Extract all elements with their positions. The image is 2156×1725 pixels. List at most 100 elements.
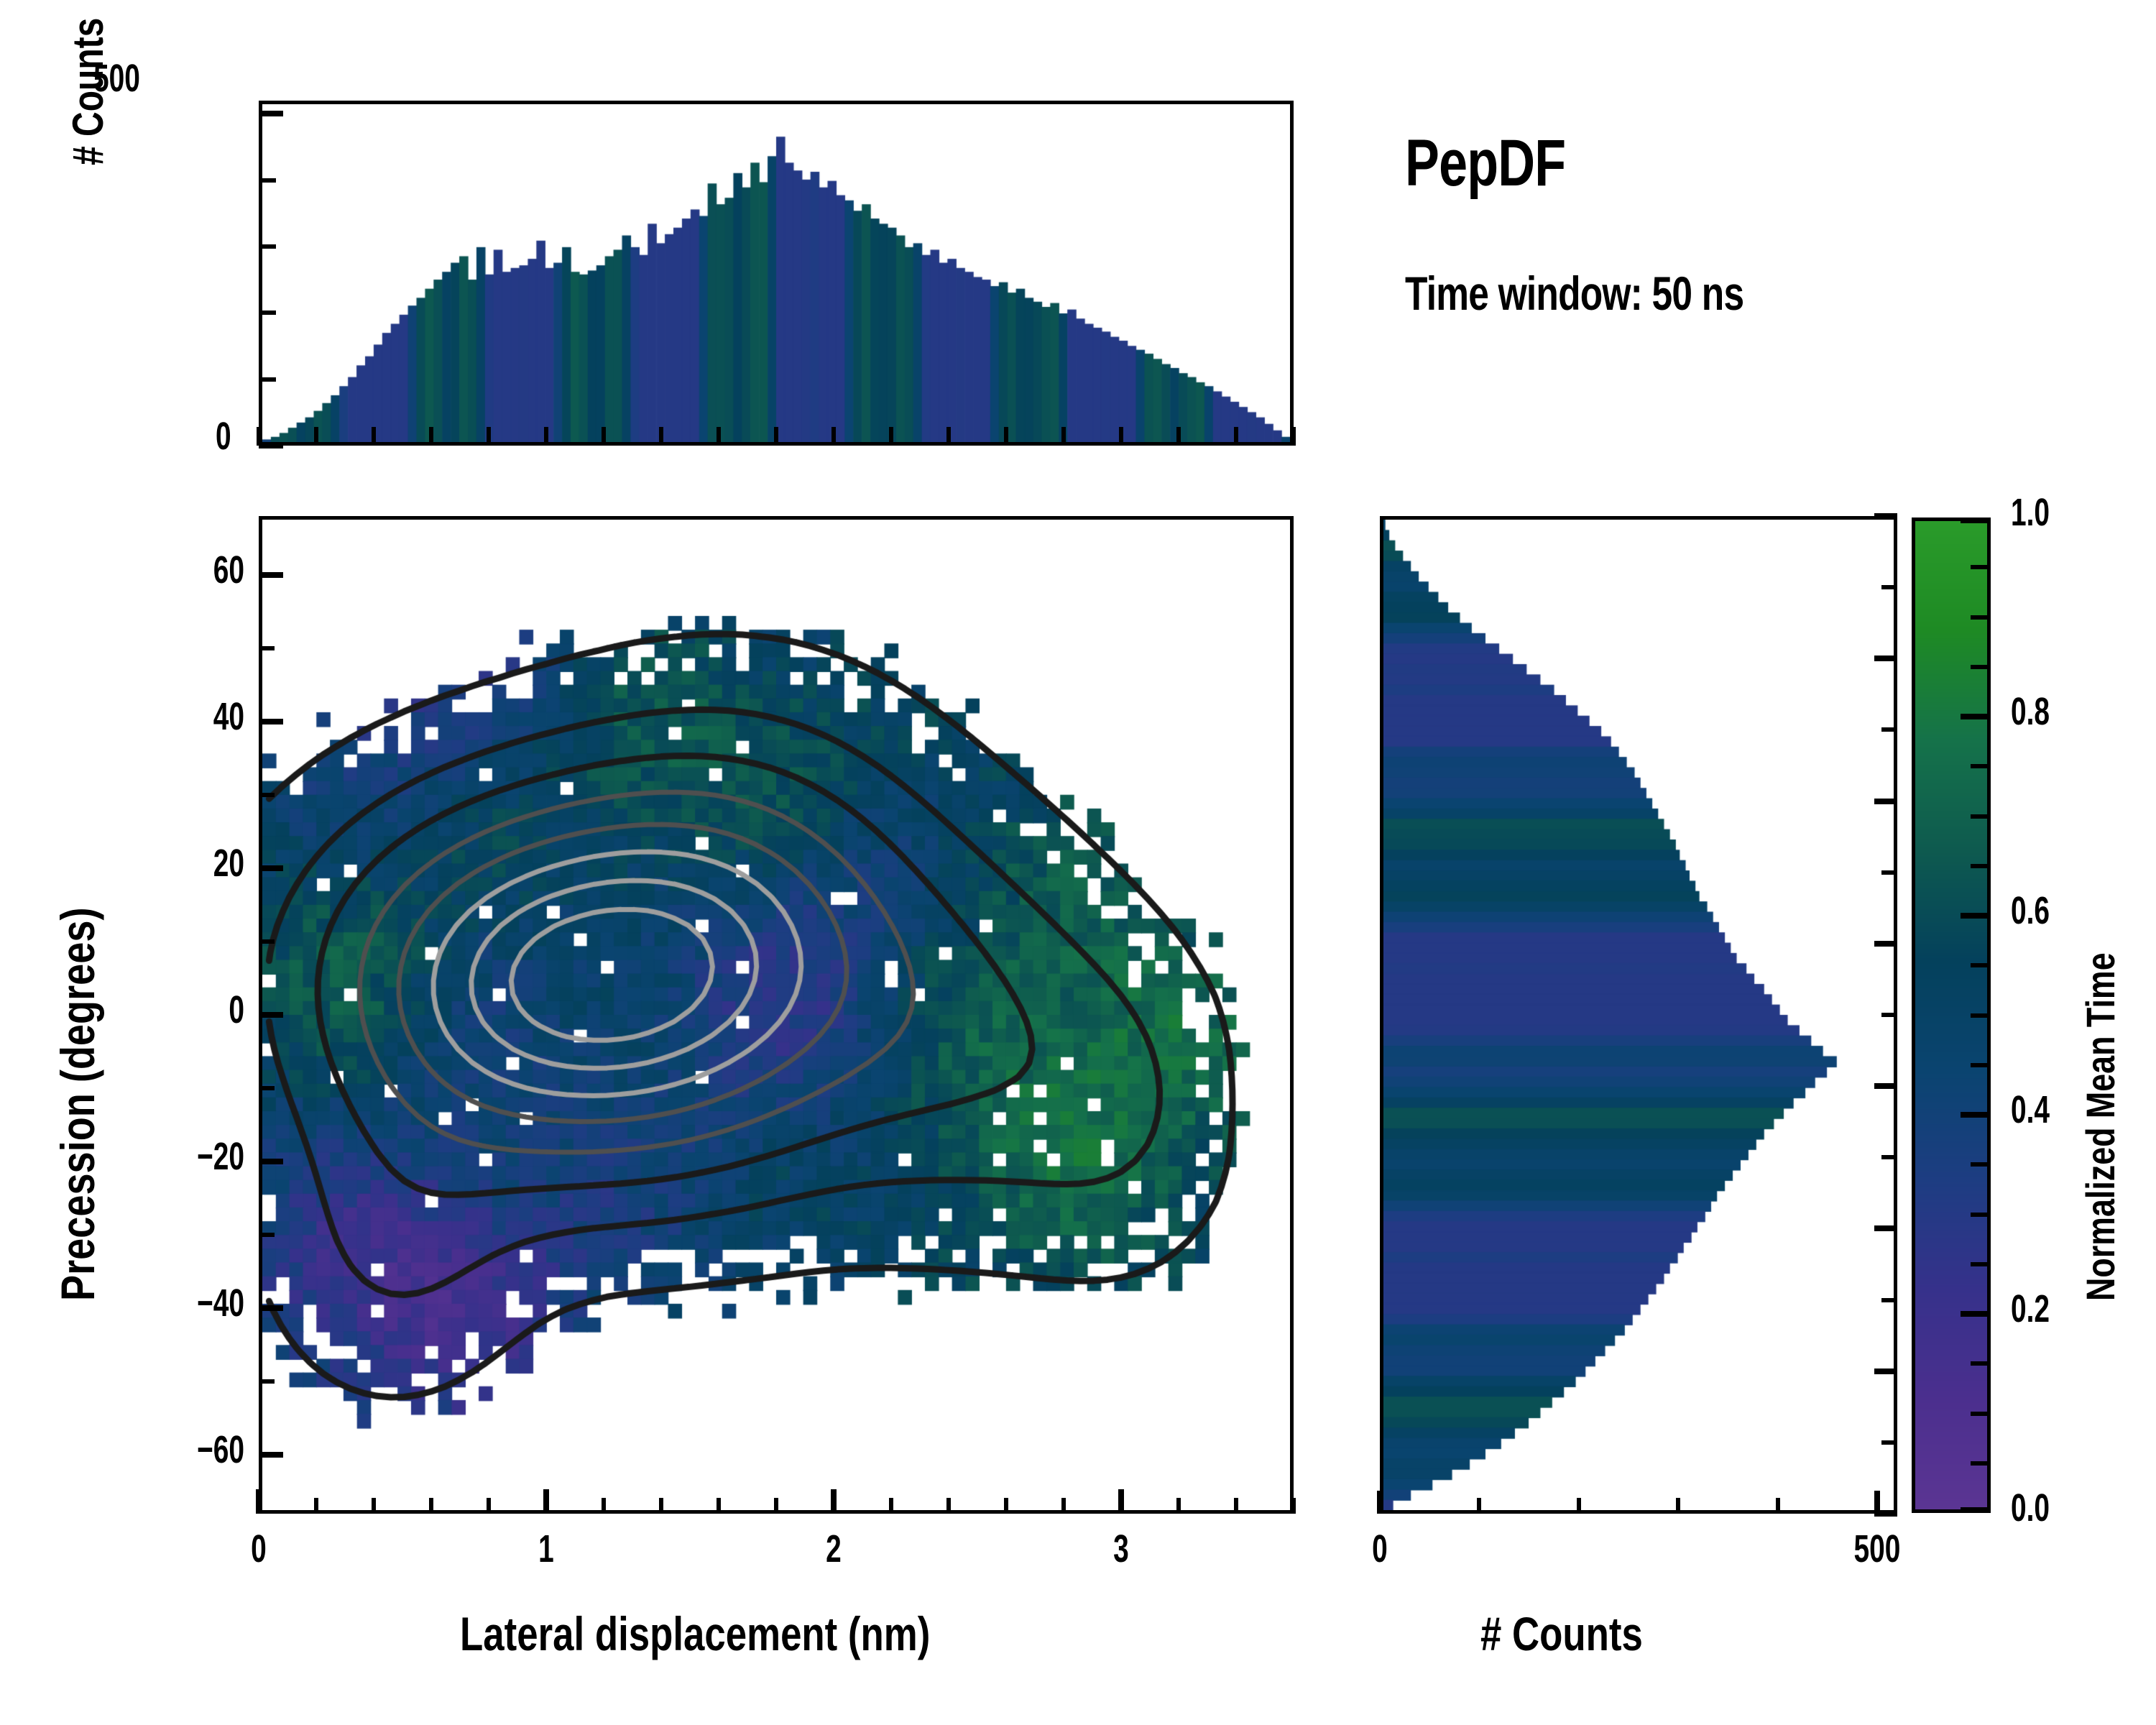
axis-tick	[544, 427, 548, 446]
axis-tick-label: 0.8	[2011, 690, 2050, 733]
axis-tick	[659, 1498, 663, 1514]
axis-tick	[259, 1159, 283, 1165]
side-histogram-xlabel: # Counts	[1480, 1607, 1643, 1660]
axis-tick	[1971, 1411, 1991, 1416]
axis-tick	[259, 443, 283, 448]
axis-tick	[659, 427, 663, 446]
axis-tick	[256, 1489, 262, 1514]
axis-tick	[602, 1498, 606, 1514]
axis-tick	[1971, 664, 1991, 669]
axis-tick	[259, 718, 283, 724]
axis-tick	[1971, 764, 1991, 769]
axis-tick	[487, 427, 491, 446]
axis-tick	[314, 1498, 318, 1514]
axis-tick-label: 0	[216, 415, 231, 458]
axis-tick	[946, 1498, 951, 1514]
axis-tick	[1004, 427, 1008, 446]
axis-tick	[1971, 1162, 1991, 1167]
axis-tick-label: 1.0	[2011, 491, 2050, 534]
axis-tick-label: 0.0	[2011, 1486, 2050, 1530]
axis-tick	[1971, 1361, 1991, 1366]
axis-tick	[1881, 727, 1897, 732]
axis-tick	[1234, 1498, 1238, 1514]
axis-tick	[372, 427, 376, 446]
axis-tick	[259, 1305, 283, 1312]
axis-tick	[259, 1452, 283, 1458]
axis-tick	[1874, 1491, 1881, 1514]
heatmap-xlabel: Lateral displacement (nm)	[460, 1607, 931, 1660]
axis-tick	[1881, 1155, 1897, 1160]
axis-tick-label: 0	[251, 1527, 267, 1570]
axis-tick-label: −20	[197, 1135, 244, 1179]
axis-tick	[946, 427, 951, 446]
axis-tick	[1971, 615, 1991, 620]
axis-tick	[1971, 863, 1991, 868]
axis-tick	[259, 377, 276, 382]
axis-tick	[1377, 1491, 1383, 1514]
axis-tick	[1291, 1498, 1296, 1514]
axis-tick	[889, 427, 893, 446]
axis-tick	[543, 1489, 549, 1514]
axis-tick	[1874, 1511, 1897, 1517]
axis-tick	[1961, 1112, 1991, 1118]
axis-tick	[1971, 565, 1991, 570]
axis-tick-label: 40	[213, 694, 244, 738]
axis-tick-label: 500	[1853, 1527, 1901, 1570]
axis-tick	[259, 1233, 275, 1238]
axis-tick	[1576, 1498, 1581, 1514]
axis-tick-label: 0.4	[2011, 1088, 2050, 1131]
axis-tick	[1676, 1498, 1681, 1514]
axis-tick	[1874, 1225, 1897, 1232]
axis-tick	[259, 792, 275, 797]
axis-tick	[1971, 814, 1991, 819]
axis-tick-label: 1	[538, 1527, 554, 1570]
axis-tick	[259, 1086, 275, 1091]
axis-tick	[259, 571, 283, 578]
axis-tick	[602, 427, 606, 446]
axis-tick	[259, 111, 283, 117]
axis-tick-label: 2	[826, 1527, 842, 1570]
heatmap-plot	[262, 520, 1290, 1510]
axis-tick	[1119, 427, 1123, 446]
axis-tick	[259, 1012, 283, 1018]
colorbar-label: Normalized Mean Time	[2078, 952, 2123, 1301]
axis-tick-label: 0.6	[2011, 889, 2050, 932]
axis-tick	[259, 645, 275, 650]
axis-tick	[1881, 585, 1897, 590]
axis-tick	[1881, 1013, 1897, 1017]
axis-tick	[259, 939, 275, 944]
axis-tick	[1971, 1460, 1991, 1466]
axis-tick	[429, 427, 433, 446]
axis-tick-label: −40	[197, 1282, 244, 1325]
axis-tick	[1874, 940, 1897, 947]
axis-tick	[717, 1498, 721, 1514]
time-window-subtitle: Time window: 50 ns	[1405, 267, 1744, 320]
axis-tick	[1477, 1498, 1482, 1514]
axis-tick	[1971, 1261, 1991, 1266]
axis-tick-label: 20	[213, 841, 244, 885]
axis-tick	[372, 1498, 376, 1514]
axis-tick	[1961, 518, 1991, 523]
axis-tick	[429, 1498, 433, 1514]
axis-tick-label: 60	[213, 548, 244, 592]
axis-tick	[1291, 427, 1296, 446]
heatmap-ylabel: Precession (degrees)	[51, 907, 104, 1301]
axis-tick	[314, 427, 318, 446]
axis-tick	[487, 1498, 491, 1514]
axis-tick	[259, 178, 276, 183]
axis-tick	[1874, 1083, 1897, 1090]
axis-tick	[1874, 798, 1897, 804]
axis-tick	[259, 865, 283, 871]
axis-tick-label: −60	[197, 1428, 244, 1472]
axis-tick	[1961, 1507, 1991, 1513]
axis-tick	[1004, 1498, 1008, 1514]
page-title: PepDF	[1405, 126, 1566, 200]
axis-tick	[1881, 870, 1897, 875]
axis-tick	[1971, 963, 1991, 968]
top-histogram-plot	[262, 104, 1290, 442]
axis-tick	[774, 427, 778, 446]
axis-tick	[1775, 1498, 1780, 1514]
axis-tick	[1961, 714, 1991, 719]
axis-tick	[1176, 427, 1181, 446]
axis-tick	[1961, 913, 1991, 919]
